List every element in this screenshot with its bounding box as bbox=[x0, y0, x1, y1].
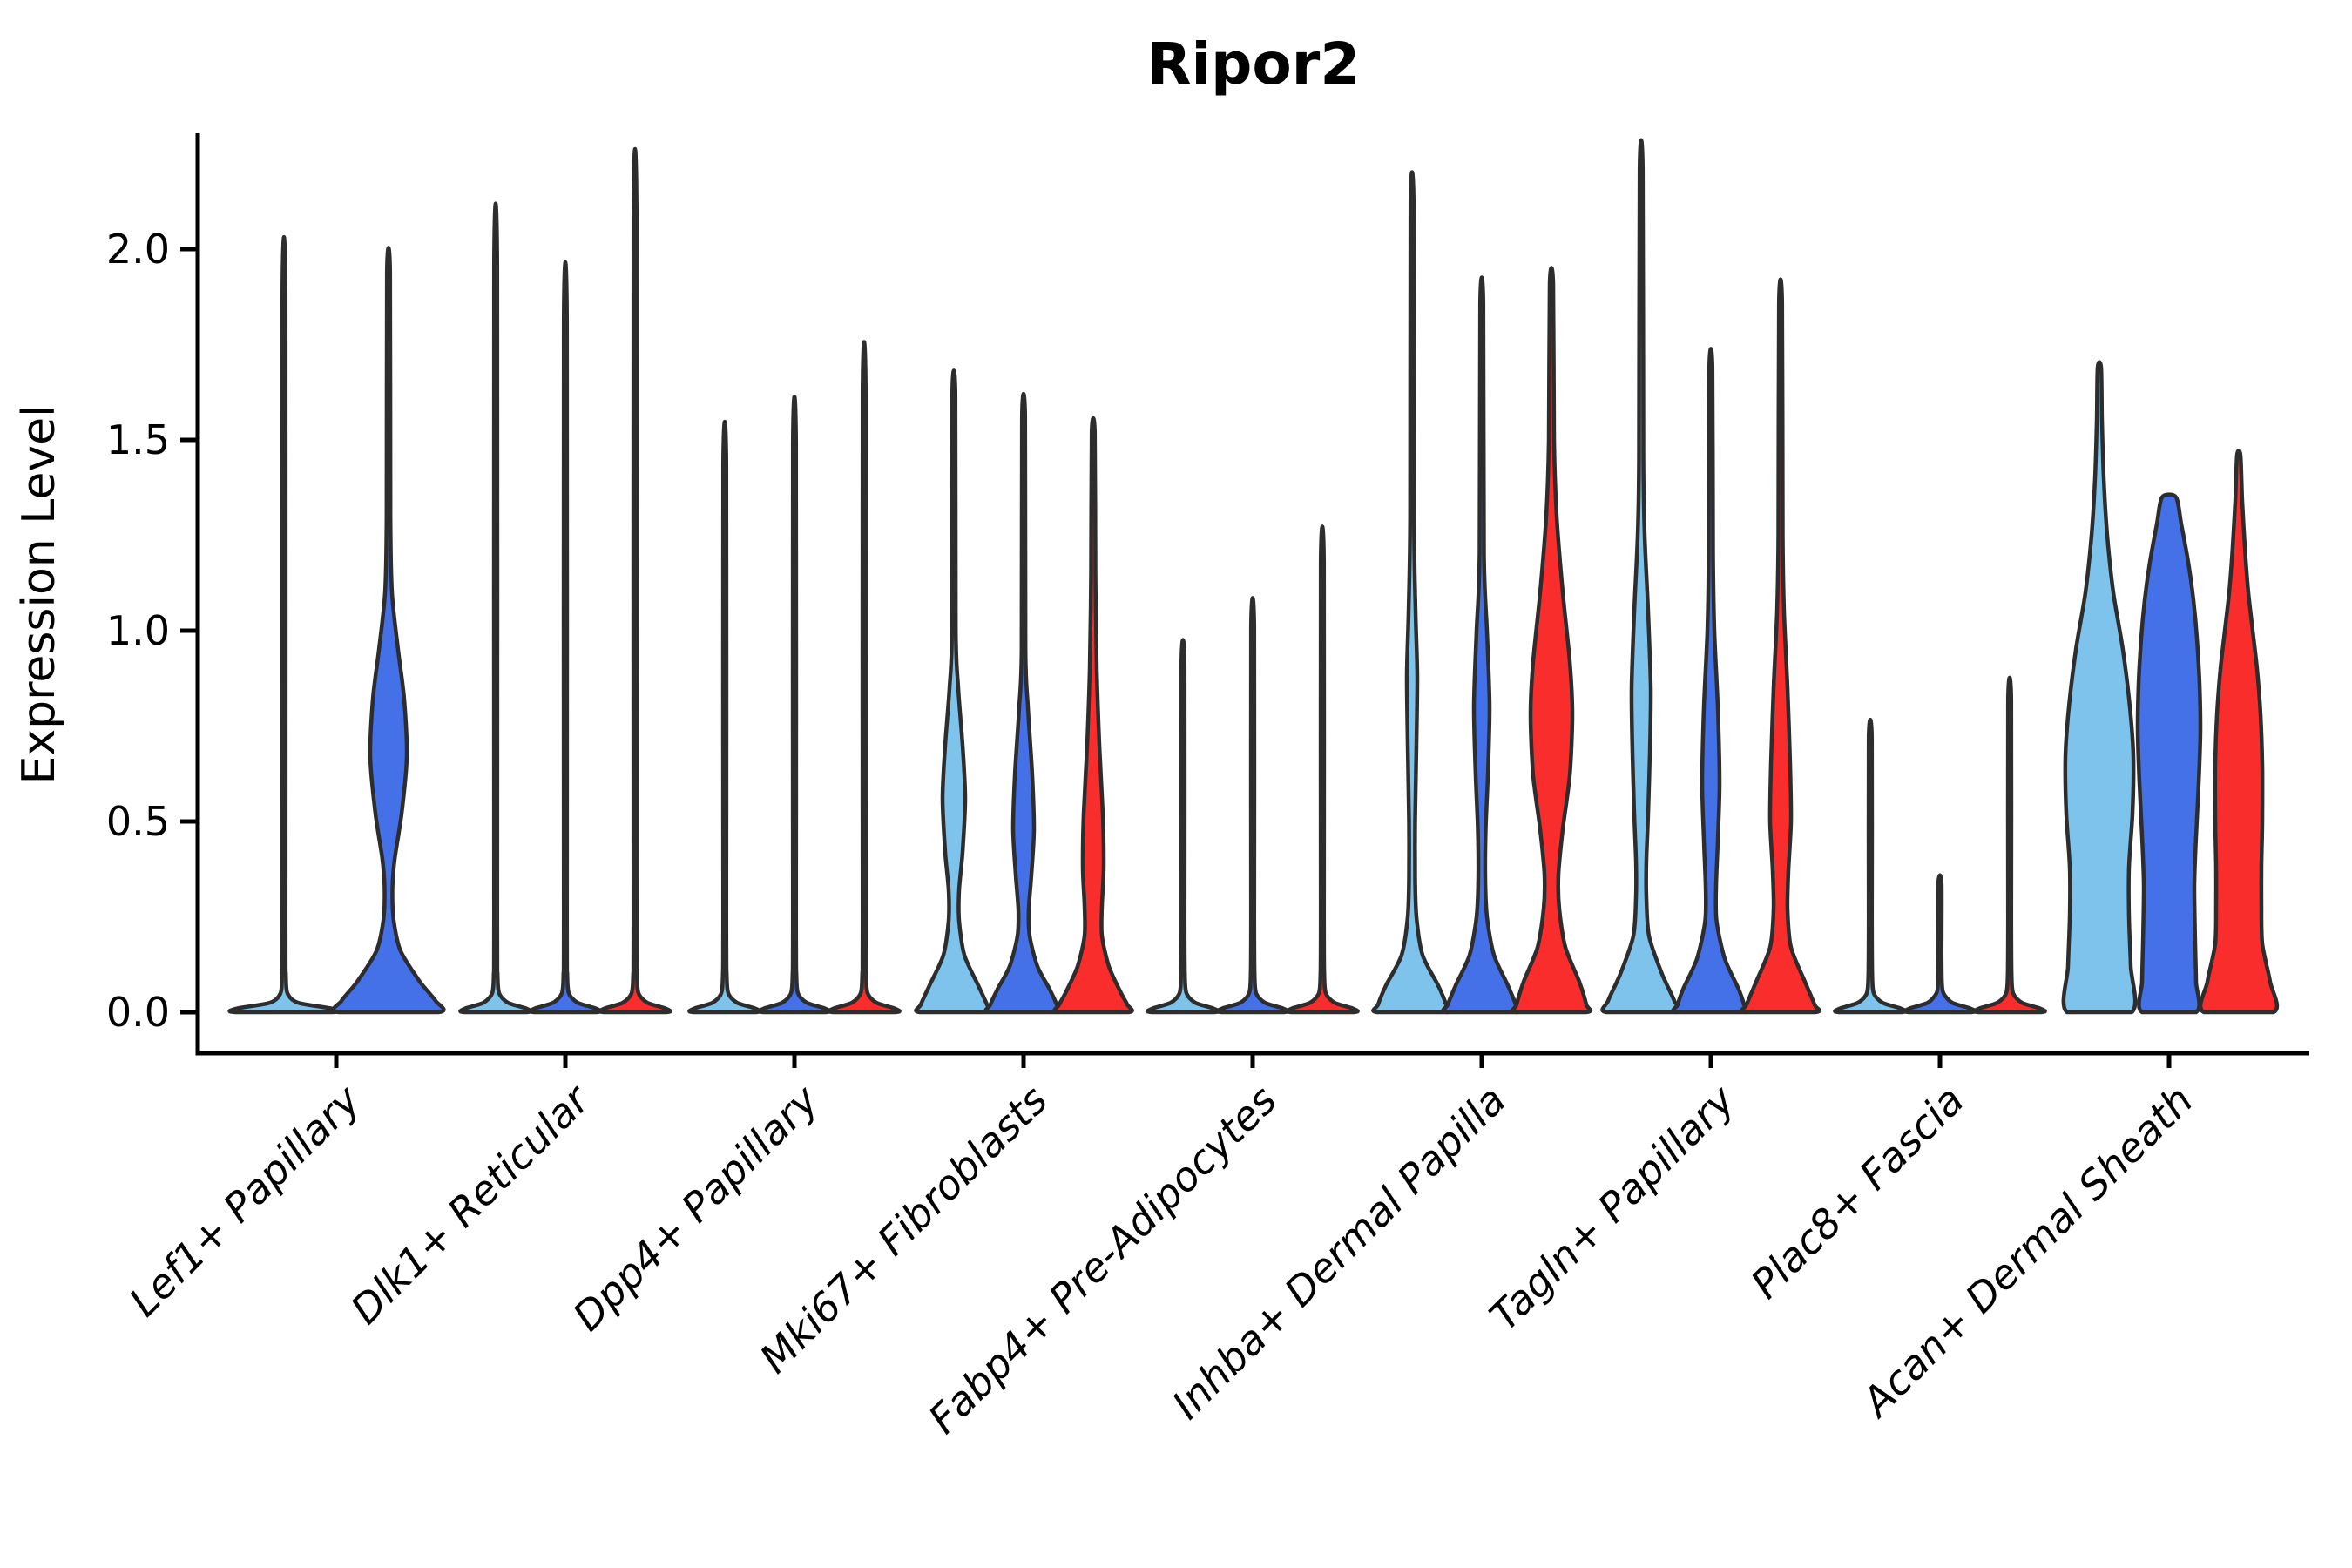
violin-mki67-fibroblasts-blue bbox=[983, 392, 1064, 1015]
y-tick-label: 0.0 bbox=[106, 989, 170, 1036]
violin-fabp4-pre-adipocytes-blue bbox=[1215, 596, 1290, 1015]
violin-dlk1-reticular-light-blue bbox=[458, 201, 533, 1015]
violin-dpp4-papillary-blue bbox=[757, 395, 832, 1015]
x-tick-label-plac8-fascia: Plac8+ Fascia bbox=[1741, 1077, 1972, 1308]
violin-tagln-papillary-red bbox=[1740, 277, 1821, 1015]
x-tick-label-dlk1-reticular: Dlk1+ Reticular bbox=[341, 1074, 600, 1333]
x-tick-label-tagln-papillary: Tagln+ Papillary bbox=[1480, 1076, 1744, 1340]
chart-title: Ripor2 bbox=[1147, 30, 1361, 98]
violin-dlk1-reticular-blue bbox=[528, 260, 603, 1015]
violin-plac8-fascia-blue bbox=[1903, 873, 1977, 1015]
violin-tagln-papillary-light-blue bbox=[1600, 138, 1682, 1015]
violin-lef1-papillary-light-blue bbox=[227, 234, 341, 1015]
violin-inhba-dermal-papilla-red bbox=[1510, 266, 1593, 1015]
y-tick-label: 1.0 bbox=[106, 607, 170, 654]
y-tick-label: 0.5 bbox=[106, 798, 170, 845]
x-tick-label-dpp4-papillary: Dpp4+ Papillary bbox=[564, 1076, 828, 1340]
violin-plac8-fascia-red bbox=[1972, 675, 2047, 1015]
violin-mki67-fibroblasts-red bbox=[1052, 416, 1134, 1015]
violin-acan-dermal-sheath-red bbox=[2198, 449, 2280, 1015]
violin-dlk1-reticular-red bbox=[598, 147, 672, 1015]
violin-inhba-dermal-papilla-blue bbox=[1441, 275, 1523, 1015]
y-tick-label: 2.0 bbox=[106, 226, 170, 273]
violin-acan-dermal-sheath-blue bbox=[2135, 492, 2203, 1015]
violin-acan-dermal-sheath-light-blue bbox=[2061, 360, 2138, 1015]
violin-dpp4-papillary-red bbox=[827, 340, 902, 1015]
violin-plac8-fascia-light-blue bbox=[1833, 717, 1908, 1015]
violin-mki67-fibroblasts-light-blue bbox=[914, 368, 994, 1015]
violin-tagln-papillary-blue bbox=[1671, 347, 1751, 1015]
violin-fabp4-pre-adipocytes-red bbox=[1285, 524, 1360, 1015]
y-tick-label: 1.5 bbox=[106, 416, 170, 463]
violin-dpp4-papillary-light-blue bbox=[687, 419, 762, 1015]
violin-fabp4-pre-adipocytes-light-blue bbox=[1146, 638, 1220, 1015]
violin-lef1-papillary-blue bbox=[331, 246, 446, 1015]
x-tick-label-lef1-papillary: Lef1+ Papillary bbox=[120, 1076, 369, 1325]
y-axis-label: Expression Level bbox=[13, 404, 65, 784]
violin-inhba-dermal-papilla-light-blue bbox=[1371, 170, 1453, 1015]
